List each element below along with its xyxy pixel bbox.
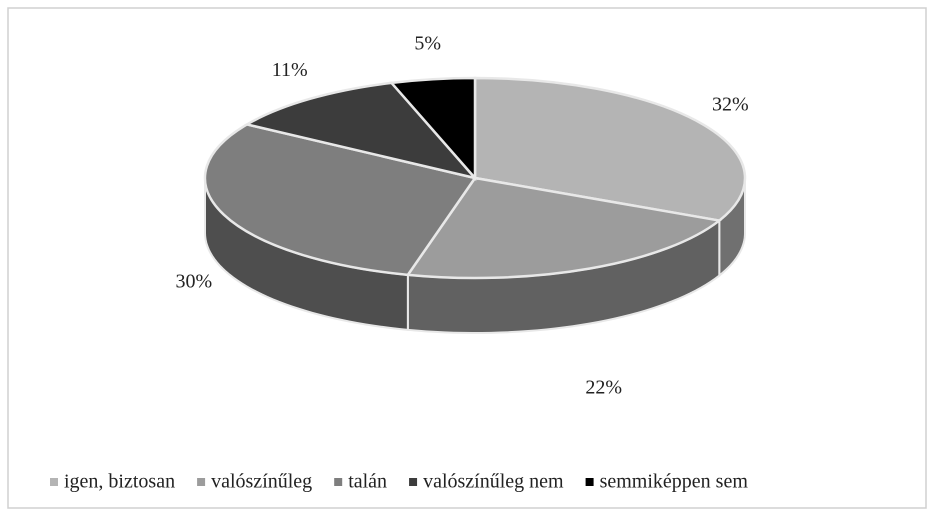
data-label: 11% bbox=[272, 59, 308, 81]
pie-slice bbox=[405, 176, 723, 280]
pie-slice bbox=[473, 76, 747, 222]
legend-swatch bbox=[197, 478, 206, 486]
data-label: 5% bbox=[414, 32, 441, 54]
legend-swatch bbox=[50, 478, 58, 486]
data-label: 30% bbox=[175, 270, 212, 292]
legend-label: valószínűleg bbox=[211, 471, 312, 493]
pie-slice bbox=[243, 81, 479, 181]
legend-swatch bbox=[334, 478, 343, 486]
legend-label: semmiképpen sem bbox=[600, 471, 749, 493]
pie-slice bbox=[203, 123, 478, 277]
legend-swatch bbox=[585, 478, 594, 486]
legend-swatch bbox=[409, 478, 418, 486]
legend-label: valószínűleg nem bbox=[423, 471, 564, 493]
pie-slice bbox=[389, 76, 477, 182]
legend-label: igen, biztosan bbox=[64, 471, 175, 493]
data-label: 22% bbox=[585, 376, 622, 398]
data-label: 32% bbox=[712, 93, 749, 115]
legend-label: talán bbox=[348, 471, 387, 493]
